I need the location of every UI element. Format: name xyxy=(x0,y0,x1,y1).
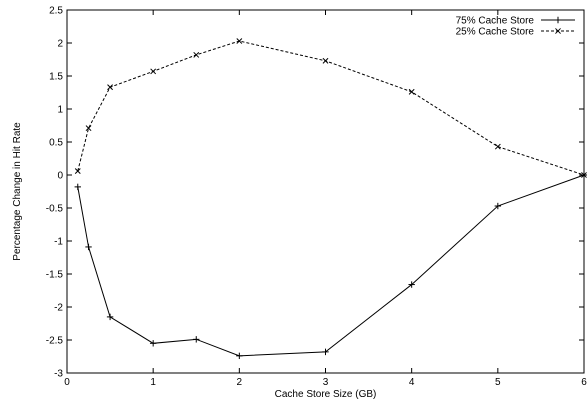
data-point xyxy=(85,243,92,251)
x-tick-label: 2 xyxy=(237,377,243,388)
series-layer xyxy=(74,38,587,360)
y-tick-label: -1.5 xyxy=(46,270,64,281)
y-tick-label: 1 xyxy=(57,105,63,116)
y-tick-label: -1 xyxy=(54,237,63,248)
x-tick-label: 1 xyxy=(150,377,156,388)
axes: 0 1 2 3 4 5 6 -3 -2.5 -2 -1.5 -1 -0.5 0 0.5 1 1.5 2 2.5 xyxy=(46,6,587,389)
plot-frame xyxy=(66,9,585,374)
data-point xyxy=(149,340,157,347)
y-tick-label: 1.5 xyxy=(49,72,63,83)
y-axis-label: Percentage Change in Hit Rate xyxy=(12,122,23,261)
data-point xyxy=(494,143,501,150)
y-tick-label: -2 xyxy=(54,303,63,314)
legend-label: 75% Cache Store xyxy=(456,16,535,27)
legend-label: 25% Cache Store xyxy=(456,27,535,38)
data-point xyxy=(322,57,329,64)
series-2 xyxy=(74,38,587,178)
x-axis-label: Cache Store Size (GB) xyxy=(275,389,377,400)
data-point xyxy=(107,84,113,91)
x-tick-label: 4 xyxy=(409,377,415,388)
data-point xyxy=(236,38,243,44)
x-tick-label: 0 xyxy=(64,377,70,388)
legend-marker xyxy=(554,16,562,24)
data-point xyxy=(408,88,415,95)
data-point xyxy=(236,352,243,360)
y-tick-label: 0.5 xyxy=(49,138,63,149)
data-point xyxy=(322,348,329,356)
x-tick-label: 6 xyxy=(581,377,587,388)
data-point xyxy=(85,125,92,132)
data-point xyxy=(74,168,81,174)
y-tick-label: 0 xyxy=(57,171,63,182)
legend-marker xyxy=(555,28,561,34)
data-point xyxy=(193,51,200,58)
data-point xyxy=(106,313,114,321)
data-point xyxy=(581,172,587,178)
series-line xyxy=(77,174,585,357)
y-tick-label: -0.5 xyxy=(46,204,64,215)
y-tick-label: -3 xyxy=(54,369,63,380)
data-point xyxy=(494,202,502,210)
series-line xyxy=(77,40,585,176)
data-point xyxy=(193,336,200,343)
data-point xyxy=(150,68,157,75)
y-tick-label: -2.5 xyxy=(46,336,64,347)
series-1 xyxy=(74,171,587,360)
data-point xyxy=(74,183,81,191)
x-tick-label: 3 xyxy=(323,377,329,388)
y-tick-label: 2 xyxy=(57,39,63,50)
x-tick-label: 5 xyxy=(495,377,501,388)
y-tick-label: 2.5 xyxy=(49,6,63,17)
data-point xyxy=(408,281,415,288)
